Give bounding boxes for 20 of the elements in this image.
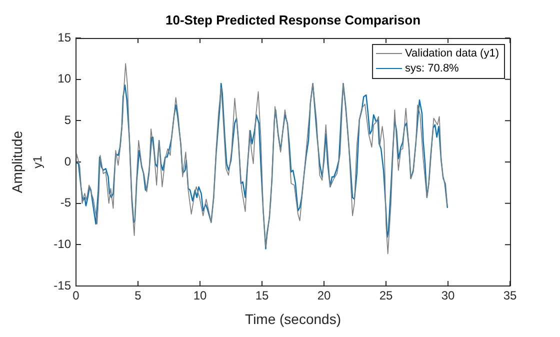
y-tick-label: 5 xyxy=(64,112,72,127)
y-tick-label: 10 xyxy=(58,72,72,86)
y-tick-label: -15 xyxy=(54,278,72,292)
chart-title: 10-Step Predicted Response Comparison xyxy=(165,12,421,28)
x-axis-title: Time (seconds) xyxy=(245,310,341,327)
x-tick-label: 35 xyxy=(503,288,517,303)
y-tick-label: -5 xyxy=(60,196,72,210)
text: y1 xyxy=(30,155,44,168)
y-tick-label: -10 xyxy=(54,236,72,251)
x-tick-label: 15 xyxy=(255,288,269,303)
legend-label: Validation data (y1) xyxy=(405,48,500,60)
x-tick-label: 30 xyxy=(441,288,455,303)
y-axis-title: Amplitude xyxy=(8,130,25,194)
y-tick-label: 0 xyxy=(64,154,72,168)
y-tick-label: 15 xyxy=(58,30,72,44)
x-tick-label: 10 xyxy=(193,288,207,303)
x-tick-label: 20 xyxy=(317,288,331,303)
x-tick-label: 5 xyxy=(134,288,142,303)
x-tick-label: 25 xyxy=(379,288,393,303)
legend-label: sys: 70.8% xyxy=(405,62,460,75)
